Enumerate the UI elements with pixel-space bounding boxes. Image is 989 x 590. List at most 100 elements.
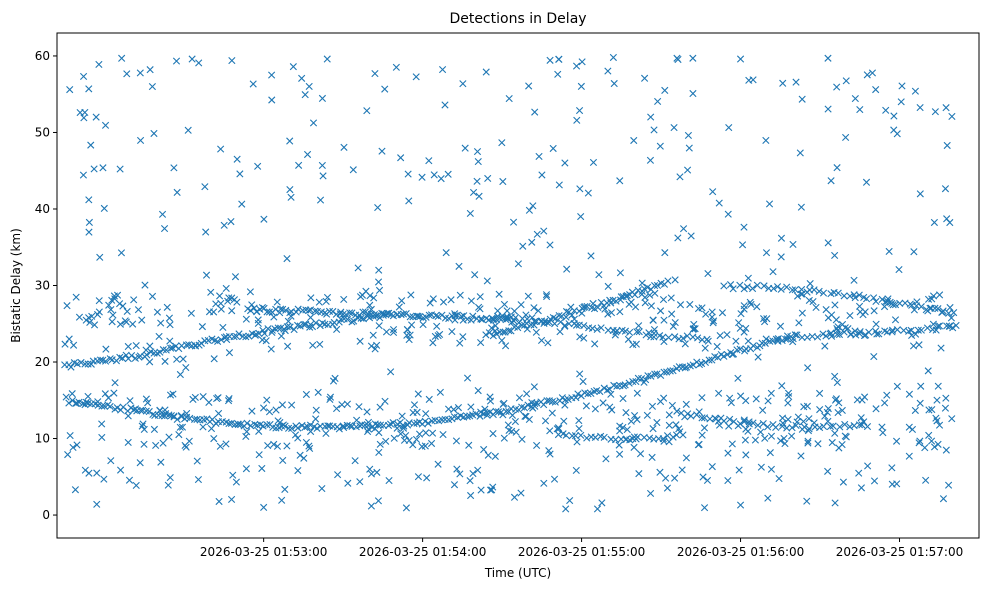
detection-point	[402, 504, 411, 512]
detection-point	[764, 397, 772, 405]
detection-point	[591, 340, 599, 348]
detection-point	[916, 103, 924, 112]
detection-point	[824, 467, 832, 475]
detection-point	[556, 328, 564, 336]
detection-point	[254, 162, 262, 170]
detection-point	[220, 221, 228, 229]
detection-point	[306, 323, 314, 331]
detection-point	[602, 455, 610, 463]
detection-point	[553, 425, 561, 433]
detection-point	[472, 410, 480, 418]
detection-point	[134, 306, 143, 314]
detection-point	[442, 249, 450, 257]
detection-point	[533, 441, 541, 450]
detection-point	[893, 130, 901, 138]
detection-point	[194, 476, 203, 484]
detection-point	[616, 450, 624, 458]
detection-point	[505, 327, 513, 335]
detection-point	[824, 417, 832, 425]
detection-point	[622, 409, 630, 417]
detection-point	[81, 401, 89, 409]
detection-point	[476, 293, 484, 301]
detection-point	[371, 345, 379, 353]
detection-point	[301, 423, 309, 432]
detection-point	[648, 453, 656, 461]
detection-point	[110, 389, 118, 397]
detection-point	[700, 414, 709, 422]
detection-point	[715, 389, 723, 397]
detection-point	[72, 293, 80, 301]
detection-point	[671, 333, 679, 341]
detection-point	[787, 432, 796, 440]
detection-point	[505, 426, 513, 434]
detection-point	[228, 307, 236, 315]
detection-point	[92, 113, 100, 121]
detection-point	[325, 307, 334, 315]
detection-point	[409, 409, 417, 417]
detection-point	[98, 420, 106, 428]
detection-point	[698, 304, 706, 312]
detection-point	[399, 424, 408, 432]
detection-point	[510, 307, 519, 315]
detection-point	[593, 505, 602, 513]
detection-point	[683, 166, 692, 174]
detection-point	[650, 326, 659, 334]
x-tick-label: 2026-03-25 01:55:00	[518, 545, 645, 559]
detection-point	[429, 339, 437, 347]
detection-point	[518, 435, 526, 443]
detection-point	[101, 357, 110, 365]
detection-point	[284, 424, 293, 432]
x-tick-label: 2026-03-25 01:56:00	[677, 545, 804, 559]
y-axis-label: Bistatic Delay (km)	[9, 228, 23, 343]
detection-point	[183, 409, 191, 418]
detection-point	[726, 281, 735, 289]
detection-point	[942, 446, 950, 454]
detection-point	[499, 177, 507, 186]
detection-point	[810, 286, 818, 294]
detection-point	[422, 313, 430, 321]
detection-point	[669, 367, 677, 375]
detection-point	[851, 94, 859, 103]
detection-point	[281, 327, 289, 335]
detection-point	[925, 406, 933, 414]
detection-point	[375, 286, 384, 294]
detection-point	[647, 113, 655, 121]
detection-point	[653, 418, 661, 427]
detection-point	[621, 381, 629, 389]
detection-point	[152, 441, 160, 450]
detection-point	[623, 425, 631, 434]
detection-point	[770, 284, 778, 293]
detection-point	[665, 411, 673, 419]
detection-point	[632, 435, 640, 443]
detection-point	[793, 292, 802, 300]
detection-point	[146, 358, 154, 366]
detection-point	[306, 313, 315, 322]
detection-point	[469, 188, 478, 197]
detection-point	[210, 308, 218, 316]
detection-point	[457, 312, 466, 320]
detection-point	[948, 112, 956, 121]
detection-point	[459, 316, 467, 324]
detection-point	[136, 136, 145, 145]
detection-point	[543, 292, 551, 301]
y-tick-label: 30	[35, 279, 50, 293]
detection-point	[937, 344, 945, 352]
detection-point	[646, 291, 654, 299]
detection-point	[418, 173, 426, 181]
detection-point	[255, 451, 263, 459]
detection-point	[822, 306, 830, 314]
detection-point	[267, 345, 275, 353]
detection-point	[502, 342, 510, 350]
detection-point	[629, 377, 637, 386]
detection-point	[754, 353, 762, 361]
detection-point	[888, 328, 896, 336]
detection-point	[77, 358, 85, 367]
detection-point	[798, 95, 806, 103]
detection-point	[455, 262, 463, 270]
detection-point	[835, 330, 844, 339]
detection-point	[81, 360, 89, 368]
detection-point	[284, 317, 292, 325]
detection-point	[314, 388, 322, 396]
detection-point	[863, 422, 872, 431]
detection-point	[777, 253, 785, 261]
